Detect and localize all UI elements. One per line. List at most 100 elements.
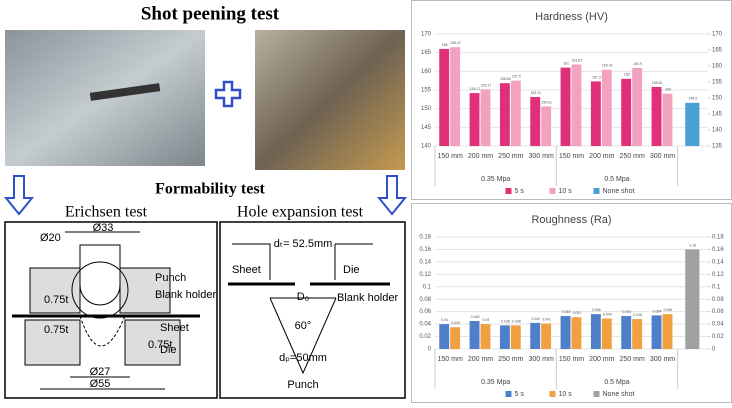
value-label: 154 (665, 88, 671, 92)
photo-detail (89, 83, 161, 101)
x-tick-label: 250 mm (498, 153, 523, 160)
value-label: 0.056 (664, 308, 673, 312)
y2-tick-label: 145 (712, 112, 723, 118)
legend-swatch (593, 188, 600, 194)
x-tick-label: 250 mm (620, 153, 645, 160)
bar (662, 93, 673, 146)
label: Ø20 (40, 232, 61, 244)
y2-tick-label: 140 (712, 128, 723, 134)
y2-tick-label: 0.04 (712, 322, 724, 328)
value-label: 0.056 (592, 308, 601, 312)
bar (530, 322, 541, 349)
bar (450, 327, 461, 349)
bar (590, 81, 601, 146)
value-label: 0.045 (471, 315, 480, 319)
label: Ø27 (90, 366, 111, 378)
value-label: 161.81 (572, 58, 583, 62)
die (24, 319, 81, 366)
value-label: 166.47 (450, 41, 461, 45)
label: Sheet (160, 322, 189, 334)
x-tick-label: 150 mm (438, 153, 463, 160)
x-tick-label: 300 mm (529, 153, 554, 160)
label: 0.75t (44, 324, 68, 336)
value-label: 161 (563, 62, 569, 66)
y2-tick-label: 0.14 (712, 259, 724, 265)
value-label: 0.053 (562, 310, 571, 314)
value-label: 158 (624, 73, 630, 77)
bar (439, 48, 450, 146)
x-tick-label: 150 mm (559, 153, 584, 160)
y-tick-label: 0.02 (419, 334, 431, 340)
value-label: 0.048 (633, 313, 642, 317)
label: D₀ (297, 291, 310, 303)
bar (632, 319, 643, 349)
legend-label: None shot (603, 188, 635, 195)
y2-tick-label: 165 (712, 48, 723, 54)
value-label: 0.16 (689, 243, 696, 247)
label: Blank holder (337, 292, 398, 304)
bar (439, 324, 450, 349)
bar (662, 314, 673, 349)
value-label: 0.038 (512, 319, 521, 323)
erichsen-diagram: Ø20 Ø33 Punch Blank holder Sheet Die Ø27… (4, 221, 218, 399)
value-label: 0.04 (483, 318, 490, 322)
label: dₜ= 52.5mm (274, 238, 333, 250)
value-label: 155.81 (652, 81, 663, 85)
section-title: Formability test (155, 181, 265, 198)
label: dₚ=50mm (279, 352, 327, 364)
bar (469, 93, 480, 146)
bar (590, 314, 601, 349)
bar (510, 80, 521, 146)
chart-frame (411, 203, 732, 403)
y-tick-label: 0 (428, 347, 432, 353)
value-label: 154.17 (470, 87, 481, 91)
label: Ø33 (93, 222, 114, 234)
y-tick-label: 155 (421, 88, 432, 94)
y2-tick-label: 0.12 (712, 272, 724, 278)
legend-swatch (505, 188, 512, 194)
legend-swatch (505, 391, 512, 397)
die (124, 319, 181, 366)
bar (685, 249, 700, 349)
frame (219, 221, 406, 399)
bar (685, 102, 700, 146)
bar (480, 324, 491, 349)
y2-tick-label: 0.1 (712, 284, 721, 290)
label: Ø55 (90, 378, 111, 390)
punch-outline (269, 297, 337, 375)
value-label: 0.04 (441, 318, 448, 322)
label: Punch (287, 379, 318, 391)
bar (541, 323, 552, 349)
y-tick-label: 145 (421, 125, 432, 131)
y2-tick-label: 135 (712, 144, 723, 150)
y2-tick-label: 155 (712, 80, 723, 86)
value-label: 150.61 (541, 100, 552, 104)
y2-tick-label: 0.02 (712, 334, 724, 340)
arrow-icon (3, 175, 35, 216)
bar (571, 64, 582, 146)
arrow-icon (376, 175, 408, 216)
x-tick-label: 200 mm (589, 356, 614, 363)
value-label: 148.5 (688, 97, 697, 101)
bar (651, 315, 662, 349)
legend-swatch (549, 188, 556, 194)
bar (621, 316, 632, 349)
y2-tick-label: 170 (712, 32, 723, 38)
y-tick-label: 160 (421, 69, 432, 75)
label: 60° (295, 320, 312, 332)
y-tick-label: 0.14 (419, 259, 431, 265)
group-label: 0.35 Mpa (481, 176, 510, 183)
y-tick-label: 0.1 (423, 284, 432, 290)
value-label: 0.051 (573, 311, 582, 315)
value-label: 0.038 (501, 319, 510, 323)
value-label: 157.3 (592, 75, 601, 79)
bar (560, 67, 571, 146)
bar (469, 321, 480, 349)
plus-icon (214, 80, 242, 108)
main-title: Shot peening test (141, 3, 280, 24)
deformed-sheet (79, 315, 126, 347)
label: Die (160, 344, 177, 356)
label: Sheet (232, 264, 261, 276)
label: Die (343, 264, 360, 276)
group-label: 0.35 Mpa (481, 379, 510, 386)
